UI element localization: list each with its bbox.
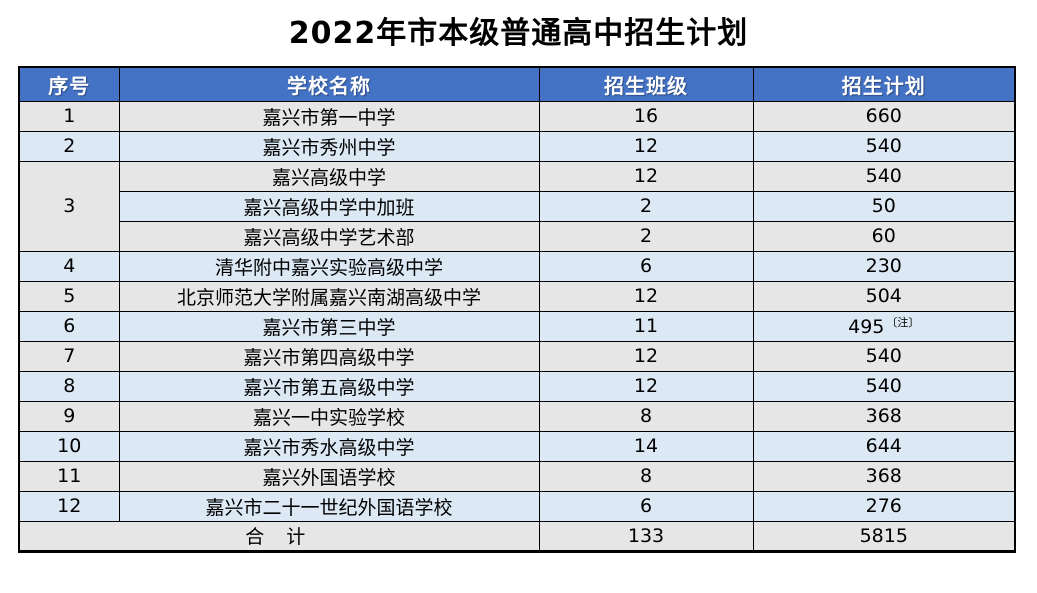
cell-total-classes: 133 bbox=[538, 520, 754, 552]
cell-school: 嘉兴高级中学艺术部 bbox=[118, 220, 540, 252]
cell-plan-with-note: 495 〔注〕 bbox=[752, 310, 1016, 342]
table-row: 1 嘉兴市第一中学 16 660 bbox=[18, 100, 1016, 132]
cell-plan: 540 bbox=[752, 370, 1016, 402]
footnote-marker: 〔注〕 bbox=[886, 316, 920, 329]
cell-plan: 644 bbox=[752, 430, 1016, 462]
cell-plan: 230 bbox=[752, 250, 1016, 282]
cell-plan: 60 bbox=[752, 220, 1016, 252]
cell-school: 北京师范大学附属嘉兴南湖高级中学 bbox=[118, 280, 540, 312]
cell-plan: 660 bbox=[752, 100, 1016, 132]
cell-no: 1 bbox=[18, 100, 120, 132]
cell-no: 11 bbox=[18, 460, 120, 492]
cell-classes: 8 bbox=[538, 400, 754, 432]
cell-school: 嘉兴外国语学校 bbox=[118, 460, 540, 492]
cell-plan: 368 bbox=[752, 400, 1016, 432]
column-header-no: 序号 bbox=[18, 66, 120, 102]
cell-school: 嘉兴一中实验学校 bbox=[118, 400, 540, 432]
table-row: 3 嘉兴高级中学 12 540 bbox=[18, 160, 1016, 252]
page-title: 2022年市本级普通高中招生计划 bbox=[288, 16, 749, 51]
cell-school: 嘉兴市二十一世纪外国语学校 bbox=[118, 490, 540, 522]
cell-school: 嘉兴市第一中学 bbox=[118, 100, 540, 132]
table-total-row: 合 计 133 5815 bbox=[18, 520, 1016, 552]
cell-school: 清华附中嘉兴实验高级中学 bbox=[118, 250, 540, 282]
cell-no: 9 bbox=[18, 400, 120, 432]
cell-classes: 8 bbox=[538, 460, 754, 492]
table-row: 7 嘉兴市第四高级中学 12 540 bbox=[18, 340, 1016, 372]
cell-classes: 2 bbox=[538, 220, 754, 252]
cell-no-merged: 3 bbox=[18, 160, 120, 252]
cell-plan: 540 bbox=[752, 130, 1016, 162]
cell-school: 嘉兴市秀州中学 bbox=[118, 130, 540, 162]
table-row: 5 北京师范大学附属嘉兴南湖高级中学 12 504 bbox=[18, 280, 1016, 312]
table-row: 8 嘉兴市第五高级中学 12 540 bbox=[18, 370, 1016, 402]
cell-plan: 50 bbox=[752, 190, 1016, 222]
cell-classes: 6 bbox=[538, 490, 754, 522]
column-header-classes: 招生班级 bbox=[538, 66, 754, 102]
cell-classes: 2 bbox=[538, 190, 754, 222]
cell-classes: 12 bbox=[538, 280, 754, 312]
cell-school: 嘉兴市第五高级中学 bbox=[118, 370, 540, 402]
cell-no: 5 bbox=[18, 280, 120, 312]
table-row: 嘉兴高级中学艺术部 2 60 bbox=[19, 220, 1016, 252]
cell-classes: 16 bbox=[538, 100, 754, 132]
cell-school: 嘉兴市秀水高级中学 bbox=[118, 430, 540, 462]
column-header-plan: 招生计划 bbox=[752, 66, 1016, 102]
cell-plan: 368 bbox=[752, 460, 1016, 492]
cell-school: 嘉兴市第四高级中学 bbox=[118, 340, 540, 372]
cell-classes: 12 bbox=[538, 130, 754, 162]
cell-no: 2 bbox=[18, 130, 120, 162]
cell-no: 4 bbox=[18, 250, 120, 282]
cell-school: 嘉兴高级中学 bbox=[118, 160, 540, 192]
table-row: 11 嘉兴外国语学校 8 368 bbox=[18, 460, 1016, 492]
cell-classes: 14 bbox=[538, 430, 754, 462]
cell-classes: 12 bbox=[538, 370, 754, 402]
cell-classes: 12 bbox=[538, 340, 754, 372]
cell-plan: 276 bbox=[752, 490, 1016, 522]
cell-total-label: 合 计 bbox=[18, 520, 540, 552]
cell-no: 10 bbox=[18, 430, 120, 462]
enrollment-plan-table: 序号 学校名称 招生班级 招生计划 1 嘉兴市第一中学 16 660 2 嘉兴市… bbox=[18, 66, 1016, 553]
cell-plan: 540 bbox=[752, 160, 1016, 192]
table-row: 9 嘉兴一中实验学校 8 368 bbox=[18, 400, 1016, 432]
cell-no: 6 bbox=[18, 310, 120, 342]
cell-plan: 540 bbox=[752, 340, 1016, 372]
cell-no: 12 bbox=[18, 490, 120, 522]
cell-school: 嘉兴高级中学中加班 bbox=[118, 190, 540, 222]
table-header-row: 序号 学校名称 招生班级 招生计划 bbox=[18, 66, 1016, 102]
cell-no: 8 bbox=[18, 370, 120, 402]
table-row: 2 嘉兴市秀州中学 12 540 bbox=[18, 130, 1016, 162]
table-row: 4 清华附中嘉兴实验高级中学 6 230 bbox=[18, 250, 1016, 282]
cell-total-plan: 5815 bbox=[752, 520, 1016, 552]
table-row: 12 嘉兴市二十一世纪外国语学校 6 276 bbox=[18, 490, 1016, 522]
cell-school: 嘉兴市第三中学 bbox=[118, 310, 540, 342]
cell-classes: 11 bbox=[538, 310, 754, 342]
table-row: 10 嘉兴市秀水高级中学 14 644 bbox=[18, 430, 1016, 462]
cell-classes: 6 bbox=[538, 250, 754, 282]
table-row: 6 嘉兴市第三中学 11 495 〔注〕 bbox=[18, 310, 1016, 342]
plan-value: 495 bbox=[848, 316, 885, 338]
cell-classes: 12 bbox=[538, 160, 754, 192]
column-header-school: 学校名称 bbox=[118, 66, 540, 102]
cell-no: 7 bbox=[18, 340, 120, 372]
cell-plan: 504 bbox=[752, 280, 1016, 312]
table-row: 嘉兴高级中学中加班 2 50 bbox=[19, 190, 1016, 222]
